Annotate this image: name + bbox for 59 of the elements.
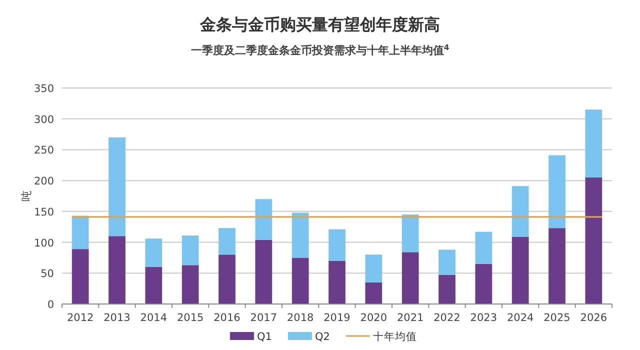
y-tick-label: 50 (40, 268, 54, 280)
x-tick-label: 2022 (434, 312, 460, 324)
bar (475, 232, 492, 264)
bar (402, 214, 419, 252)
bar (255, 240, 272, 304)
bar (548, 228, 566, 304)
bar (255, 199, 272, 240)
x-tick-label: 2023 (470, 312, 498, 324)
bar (585, 110, 602, 178)
bar (328, 229, 346, 261)
bar (292, 258, 309, 304)
legend-label: 十年均值 (372, 330, 417, 343)
y-tick-label: 100 (34, 237, 54, 250)
y-tick-label: 350 (34, 83, 54, 95)
bar (72, 216, 89, 250)
x-tick-label: 2017 (250, 312, 278, 324)
chart-title: 金条与金币购买量有望创年度新高 (199, 15, 440, 34)
legend-label: Q1 (257, 331, 272, 343)
y-tick-label: 200 (34, 176, 54, 188)
chart-subtitle: 一季度及二季度金条金币投资需求与十年上半年均值$^{4}$ (190, 42, 450, 57)
bar (438, 274, 456, 304)
bar (512, 236, 529, 304)
bar (145, 238, 162, 267)
bar (108, 137, 126, 236)
bar (145, 266, 162, 304)
bar (475, 264, 492, 304)
bar (438, 250, 456, 275)
x-tick-label: 2026 (580, 312, 608, 324)
y-tick-label: 250 (34, 144, 54, 157)
y-axis-title: 吨 (20, 190, 33, 202)
x-tick-label: 2012 (66, 312, 94, 324)
bar (218, 254, 236, 304)
bar (182, 265, 199, 304)
x-tick-label: 2015 (176, 312, 204, 324)
x-tick-label: 2025 (544, 312, 570, 324)
y-tick-label: 300 (34, 114, 54, 126)
bar (108, 236, 126, 304)
bar (292, 212, 309, 258)
y-tick-label: 0 (47, 299, 54, 311)
bar (585, 177, 602, 304)
x-tick-label: 2020 (360, 312, 388, 324)
x-tick-label: 2013 (104, 312, 130, 324)
bar (365, 254, 382, 282)
bar (182, 235, 199, 266)
legend-label: Q2 (314, 331, 330, 343)
bar (512, 186, 529, 237)
x-tick-label: 2021 (396, 312, 424, 324)
bar (72, 249, 89, 304)
x-tick-label: 2024 (506, 312, 534, 324)
bar (365, 282, 382, 304)
x-tick-label: 2014 (140, 312, 168, 324)
bar (402, 252, 419, 304)
x-tick-label: 2019 (324, 312, 350, 324)
x-tick-label: 2016 (214, 312, 241, 324)
bar (328, 260, 346, 304)
x-tick-label: 2018 (286, 312, 314, 324)
bar (548, 155, 566, 228)
bar (218, 228, 236, 255)
y-tick-label: 150 (34, 206, 54, 218)
